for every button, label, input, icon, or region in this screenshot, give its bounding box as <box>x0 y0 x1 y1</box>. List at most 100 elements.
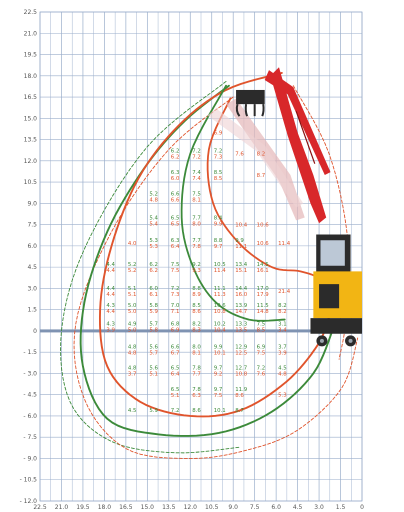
capacity-value-green: 13.3 <box>235 322 247 328</box>
capacity-value-orange: 5.4 <box>149 221 158 227</box>
capacity-value-orange: 4.0 <box>128 241 137 247</box>
capacity-value-orange: 4.8 <box>128 350 137 356</box>
stick-arm <box>264 70 331 175</box>
capacity-value-orange: 9.9 <box>214 221 223 227</box>
capacity-value-green: 5.7 <box>149 322 158 328</box>
grapple-tine <box>244 103 249 117</box>
capacity-value-green: 6.3 <box>171 170 180 176</box>
capacity-value-green: 8.5 <box>192 303 201 309</box>
capacity-value-green: 9.2 <box>192 262 201 268</box>
y-tick-label: 3.0 <box>27 285 37 292</box>
capacity-value-green: 8.8 <box>214 238 223 244</box>
capacity-value-green: 9.9 <box>235 238 244 244</box>
capacity-value-green: 7.7 <box>192 238 201 244</box>
x-tick-label: 3.0 <box>314 504 324 511</box>
grapple-head <box>236 89 265 105</box>
capacity-value-orange: 6.1 <box>149 292 158 298</box>
main-boom <box>270 67 327 224</box>
y-tick-label: 21.0 <box>24 30 38 37</box>
capacity-value-green: 7.2 <box>257 366 266 372</box>
y-tick-label: - 4.5 <box>23 392 37 399</box>
capacity-value-orange: 5.2 <box>128 268 137 274</box>
capacity-value-green: 5.2 <box>128 262 137 268</box>
capacity-value-green: 11.5 <box>257 303 269 309</box>
capacity-value-orange: 6.0 <box>171 176 180 182</box>
capacity-value-green: 5.6 <box>149 366 158 372</box>
x-tick-label: 22.5 <box>33 504 47 511</box>
capacity-value-orange: 7.8 <box>192 244 201 250</box>
hydraulic-cylinder <box>295 111 316 164</box>
y-tick-label: 10.5 <box>24 179 38 186</box>
y-tick-label: 7.5 <box>27 222 37 229</box>
capacity-value-green: 5.3 <box>149 238 158 244</box>
boom-ghost-position <box>207 108 304 208</box>
capacity-value-green: 4.9 <box>128 322 137 328</box>
capacity-value-orange: 5.3 <box>149 244 158 250</box>
capacity-value-orange: 6.7 <box>171 350 180 356</box>
capacity-value-green: 10.6 <box>214 303 227 309</box>
x-tick-label: 13.5 <box>162 504 176 511</box>
capacity-value-green: 3.1 <box>278 322 287 328</box>
capacity-value-green: 7.2 <box>171 286 180 292</box>
y-tick-label: 19.5 <box>24 52 38 59</box>
capacity-value-orange: 11.1 <box>235 244 247 250</box>
capacity-value-orange: 6.6 <box>171 197 180 203</box>
capacity-value-green: 5.1 <box>128 286 137 292</box>
capacity-value-green: 8.5 <box>214 170 223 176</box>
y-tick-label: - 9.0 <box>23 455 37 462</box>
outer-reach-dashed-green <box>60 81 241 454</box>
capacity-value-green: 5.4 <box>149 215 158 221</box>
capacity-value-green: 6.5 <box>171 366 180 372</box>
inner-reach-dashed-orange <box>292 85 350 360</box>
capacity-value-orange: 5.9 <box>149 309 158 315</box>
x-tick-label: 9.0 <box>228 504 238 511</box>
capacity-value-green: 9.9 <box>214 344 223 350</box>
capacity-value-green: 7.2 <box>214 149 223 155</box>
y-tick-label: - 10.5 <box>20 477 38 484</box>
capacity-value-orange: 10.6 <box>257 241 270 247</box>
capacity-value-green: 13.4 <box>235 262 248 268</box>
capacity-value-orange: 10.8 <box>214 309 227 315</box>
x-tick-label: 19.5 <box>76 504 90 511</box>
capacity-value-orange: 17.9 <box>257 292 270 298</box>
grapple-tine <box>235 103 241 117</box>
capacity-value-green: 13.9 <box>235 303 248 309</box>
capacity-value-green: 8.8 <box>192 286 201 292</box>
capacity-value-orange: 8.3 <box>192 328 201 334</box>
capacity-value-green: 8.2 <box>278 303 287 309</box>
capacity-value-orange: 5.8 <box>149 328 158 334</box>
capacity-value-orange: 4.4 <box>106 309 115 315</box>
capacity-value-green: 9.7 <box>214 387 223 393</box>
capacity-value-green: 4.3 <box>106 303 115 309</box>
x-tick-label: 15.0 <box>141 504 155 511</box>
wheel-hub <box>348 338 353 343</box>
y-tick-label: 0 <box>33 328 37 335</box>
capacity-value-green: 4.4 <box>106 286 115 292</box>
capacity-value-orange: 4.8 <box>278 372 287 378</box>
capacity-value-green: 6.0 <box>149 286 158 292</box>
engine-panel <box>319 284 340 309</box>
capacity-value-orange: 8.6 <box>235 393 244 399</box>
capacity-value-green: 8.7 <box>235 408 244 414</box>
capacity-value-green: 5.9 <box>149 408 158 414</box>
capacity-value-green: 12.9 <box>235 344 248 350</box>
capacity-value-orange: 6.3 <box>192 393 201 399</box>
x-tick-label: 21.0 <box>55 504 69 511</box>
capacity-value-green: 6.5 <box>171 387 180 393</box>
capacity-value-green: 17.0 <box>257 286 270 292</box>
capacity-value-green: 7.8 <box>192 387 201 393</box>
capacity-value-orange: 3.9 <box>106 328 115 334</box>
capacity-value-orange: 5.7 <box>149 350 158 356</box>
capacity-value-orange: 10.1 <box>214 350 226 356</box>
capacity-value-orange: 8.9 <box>192 292 201 298</box>
y-tick-label: - 3.0 <box>23 370 37 377</box>
y-tick-label: - 7.5 <box>23 434 37 441</box>
capacity-value-orange: 4.4 <box>106 268 115 274</box>
x-tick-label: 7.5 <box>250 504 260 511</box>
capacity-value-orange: 6.4 <box>171 244 180 250</box>
y-tick-label: - 6.0 <box>23 413 37 420</box>
inner-range-green <box>180 84 286 322</box>
capacity-value-orange: 9.7 <box>214 244 223 250</box>
capacity-value-orange: 5.1 <box>171 393 180 399</box>
